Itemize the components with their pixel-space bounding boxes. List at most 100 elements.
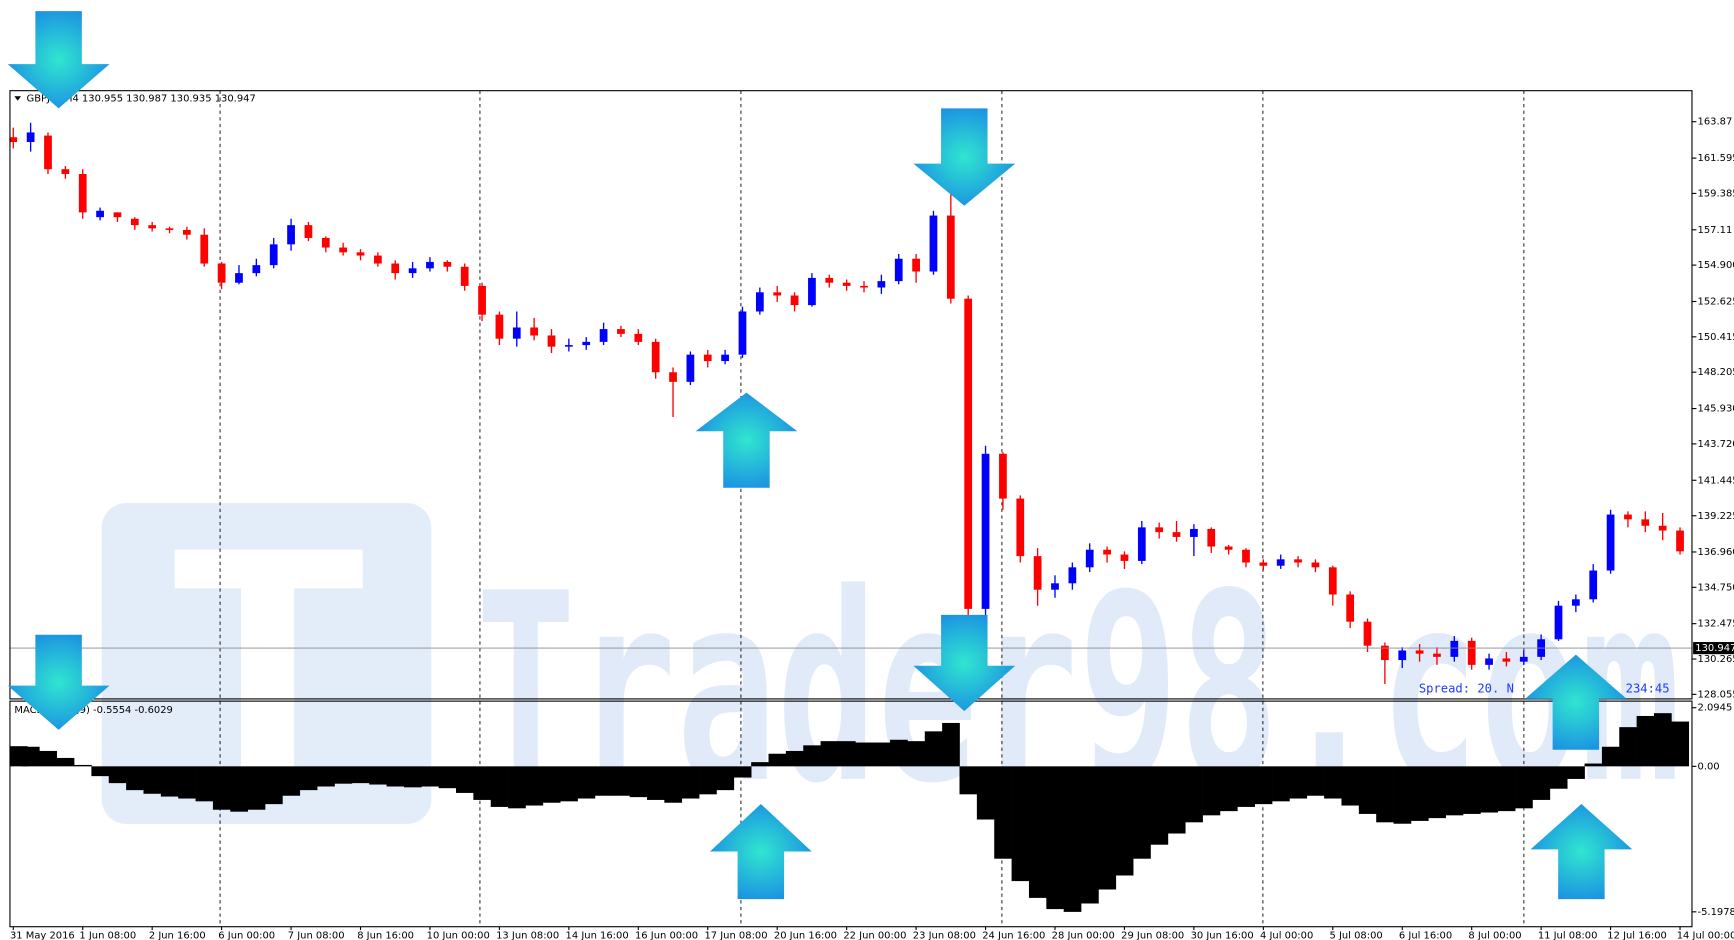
candle-body — [1120, 554, 1129, 561]
macd-bar — [195, 766, 214, 802]
x-tick-label: 16 Jun 00:00 — [635, 931, 698, 940]
macd-bar — [803, 745, 821, 767]
macd-bar — [681, 766, 700, 799]
y-tick-label: 0.00 — [1698, 761, 1720, 772]
macd-bar — [594, 766, 613, 796]
candle-body — [738, 311, 747, 355]
macd-bar — [1341, 766, 1360, 806]
macd-bar — [1358, 766, 1377, 814]
candle-body — [1155, 527, 1164, 533]
candle-body — [460, 266, 469, 286]
y-tick-label: 157.11 — [1698, 225, 1733, 236]
macd-bar — [282, 766, 301, 796]
macd-bar — [820, 741, 839, 767]
candle-body — [1502, 658, 1511, 662]
macd-bar — [1324, 766, 1342, 799]
candle-body — [1676, 530, 1684, 552]
candle-body — [929, 215, 938, 272]
macd-bar — [872, 742, 891, 767]
candle-body — [1658, 525, 1667, 531]
macd-bar — [1098, 766, 1117, 890]
macd-bar — [230, 766, 248, 812]
candle-body — [1641, 519, 1650, 526]
macd-bar — [907, 741, 926, 767]
candle-body — [217, 263, 226, 283]
candle-body — [9, 137, 18, 143]
candle-body — [374, 255, 382, 264]
macd-bar — [126, 766, 144, 791]
macd-bar — [490, 766, 509, 807]
arrow-down — [913, 614, 1016, 712]
x-tick-label: 24 Jun 16:00 — [982, 931, 1045, 940]
candle-body — [1068, 567, 1077, 584]
bid-label-box — [1693, 642, 1734, 655]
candle-body — [1346, 594, 1355, 622]
candle-body — [1190, 528, 1198, 537]
candle-body — [408, 268, 417, 274]
macd-bar — [1011, 766, 1030, 882]
candle-body — [617, 329, 625, 334]
macd-bar — [1445, 766, 1464, 816]
candle-body — [1624, 514, 1632, 520]
macd-bar — [1671, 721, 1690, 767]
candle-body — [1207, 528, 1216, 547]
macd-bar — [699, 766, 717, 795]
candle-body — [1398, 650, 1407, 661]
candle-body — [981, 453, 990, 609]
candle-body — [235, 273, 243, 283]
macd-bar — [247, 766, 266, 810]
arrow-up — [1524, 654, 1627, 750]
candle-body — [26, 132, 35, 143]
candle-body — [1172, 532, 1181, 537]
candle-body — [790, 295, 799, 306]
candle-body — [1016, 498, 1025, 557]
macd-bar — [39, 750, 58, 767]
candle-body — [391, 263, 400, 274]
macd-bar — [334, 766, 353, 784]
macd-bar — [456, 766, 474, 793]
macd-bar — [1393, 766, 1412, 824]
candle-body — [703, 354, 712, 362]
macd-bar — [629, 766, 648, 798]
y-tick-label: 150.415 — [1698, 332, 1734, 343]
candle-body — [252, 265, 261, 274]
macd-bar — [108, 766, 127, 784]
main-frame — [9, 90, 1693, 700]
candle-body — [634, 333, 643, 342]
macd-bar — [542, 766, 561, 803]
x-tick-label: 28 Jun 00:00 — [1052, 931, 1115, 940]
macd-bar — [473, 766, 492, 800]
candle-body — [1051, 583, 1059, 590]
x-tick-label: 6 Jun 00:00 — [218, 931, 275, 940]
macd-bar — [560, 766, 578, 802]
macd-bar — [508, 766, 526, 809]
candle-body — [183, 229, 191, 235]
candle-body — [1433, 653, 1441, 657]
macd-bar — [1237, 766, 1255, 807]
candle-body — [1033, 556, 1042, 590]
candle-body — [495, 314, 504, 339]
candle-body — [651, 341, 660, 373]
macd-bar — [1306, 766, 1325, 796]
candle-body — [1276, 559, 1285, 566]
macd-bar — [421, 766, 439, 787]
x-tick-label: 17 Jun 08:00 — [704, 931, 767, 940]
macd-bar — [403, 766, 422, 788]
watermark-logo — [101, 503, 432, 824]
y-tick-label: 128.055 — [1698, 689, 1734, 700]
macd-bar — [855, 742, 874, 767]
candle-body — [165, 228, 174, 230]
candle-body — [669, 372, 677, 382]
macd-bar — [1410, 766, 1429, 821]
macd-bar — [924, 731, 943, 767]
y-tick-label: 152.625 — [1698, 297, 1734, 308]
candle-body — [269, 244, 278, 266]
candle-body — [1415, 650, 1424, 654]
y-tick-label: 148.205 — [1698, 367, 1734, 378]
x-tick-label: 8 Jul 00:00 — [1468, 931, 1521, 940]
candle-body — [755, 292, 764, 312]
candle-body — [877, 281, 886, 288]
candle-body — [339, 247, 348, 253]
macd-bar — [1115, 766, 1134, 876]
x-tick-label: 11 Jul 08:00 — [1538, 931, 1598, 940]
